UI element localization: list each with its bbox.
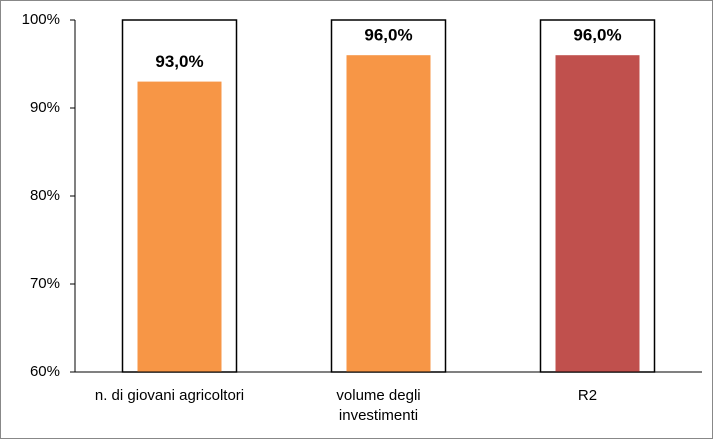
value-label: 96,0%	[573, 26, 621, 45]
x-tick-label: volume degli investimenti	[336, 387, 421, 424]
y-tick-label: 60%	[30, 363, 60, 380]
value-label: 93,0%	[155, 52, 203, 71]
x-tick-label: n. di giovani agricoltori	[94, 387, 245, 404]
y-tick-label: 80%	[30, 187, 60, 204]
bar	[137, 81, 222, 372]
y-tick-label: 100%	[22, 11, 60, 28]
y-tick-label: 70%	[30, 275, 60, 292]
bar	[555, 55, 640, 372]
value-label: 96,0%	[364, 26, 412, 45]
y-tick-label: 90%	[30, 99, 60, 116]
x-tick-label: R2	[577, 387, 598, 404]
bar	[346, 55, 431, 372]
